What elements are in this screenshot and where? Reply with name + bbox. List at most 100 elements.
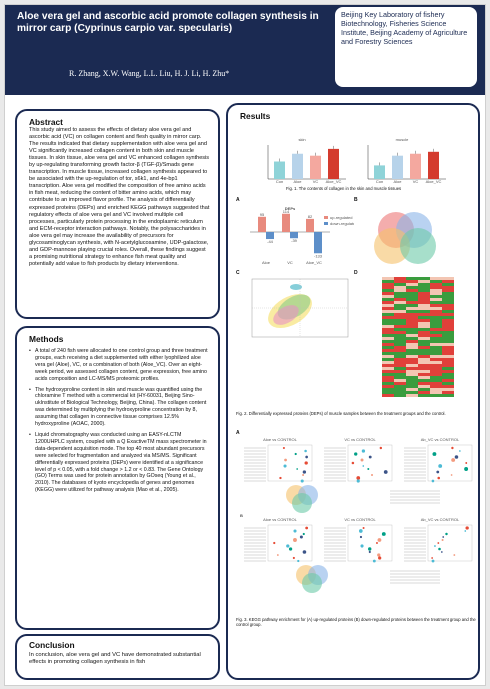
results-panel: Results skin Con Aloe VC Aloe_VC muscle Con Alo…	[226, 103, 480, 680]
fig2a-up-bar	[258, 216, 266, 232]
fig3-dot	[362, 526, 365, 530]
heatmap-cell	[442, 286, 454, 289]
fig3-caption: Fig. 3. KEGG pathway enrichment for (A) …	[236, 617, 476, 628]
fig3-dot	[453, 554, 456, 556]
heatmap-cell	[442, 379, 454, 382]
heatmap-cell	[418, 346, 430, 349]
heatmap-cell	[442, 283, 454, 286]
heatmap-cell	[382, 277, 394, 280]
heatmap-cell	[430, 367, 442, 370]
fig1-tick-label: Aloe_VC	[426, 179, 442, 184]
fig3-dot	[293, 538, 297, 542]
fig2a-category-label: Aloe	[262, 260, 271, 265]
fig1-bar	[374, 165, 385, 179]
heatmap-cell	[418, 289, 430, 292]
heatmap-cell	[382, 373, 394, 376]
heatmap-cell	[394, 394, 406, 397]
heatmap-cell	[382, 298, 394, 301]
heatmap-cell	[418, 343, 430, 346]
heatmap-cell	[430, 379, 442, 382]
heatmap-cell	[430, 295, 442, 298]
fig3-dot	[368, 547, 372, 551]
heatmap-cell	[382, 310, 394, 313]
heatmap-cell	[382, 295, 394, 298]
heatmap-cell	[418, 325, 430, 328]
heatmap-cell	[382, 304, 394, 307]
heatmap-cell	[442, 310, 454, 313]
heatmap-cell	[382, 346, 394, 349]
fig3-dot	[286, 544, 290, 548]
heatmap-cell	[394, 304, 406, 307]
fig3-dot	[292, 556, 295, 560]
heatmap-cell	[442, 304, 454, 307]
heatmap-cell	[394, 379, 406, 382]
heatmap-cell	[442, 346, 454, 349]
fig3-dot	[368, 550, 371, 554]
heatmap-cell	[442, 292, 454, 295]
heatmap-cell	[382, 385, 394, 388]
heatmap-cell	[406, 301, 418, 304]
heatmap-cell	[430, 289, 442, 292]
fig3-dot	[459, 450, 461, 452]
heatmap-cell	[430, 352, 442, 355]
heatmap-cell	[418, 316, 430, 319]
heatmap-cell	[406, 358, 418, 361]
heatmap-cell	[430, 370, 442, 373]
heatmap-cell	[418, 286, 430, 289]
heatmap-cell	[394, 280, 406, 283]
heatmap-cell	[406, 340, 418, 343]
fig3-dot	[304, 449, 307, 453]
heatmap-cell	[382, 307, 394, 310]
heatmap-cell	[442, 295, 454, 298]
fig2a-down-label: -133	[314, 253, 323, 258]
heatmap-cell	[382, 325, 394, 328]
heatmap-cell	[382, 391, 394, 394]
heatmap-cell	[382, 328, 394, 331]
heatmap-cell	[394, 286, 406, 289]
fig2-letter-b: B	[354, 197, 358, 203]
fig3-dot	[360, 458, 364, 462]
fig3-dot	[437, 542, 440, 544]
conclusion-panel: Conclusion In conclusion, aloe vera gel …	[15, 634, 220, 680]
heatmap-cell	[442, 289, 454, 292]
heatmap-cell	[394, 355, 406, 358]
fig3-dot	[383, 470, 388, 474]
fig1-tick-label: Aloe	[393, 179, 402, 184]
heatmap-cell	[406, 331, 418, 334]
poster-header: Aloe vera gel and ascorbic acid promote …	[5, 5, 485, 95]
heatmap-cell	[406, 319, 418, 322]
heatmap-cell	[394, 298, 406, 301]
heatmap-cell	[442, 376, 454, 379]
fig3-dot	[293, 529, 297, 533]
heatmap-cell	[430, 346, 442, 349]
heatmap-cell	[430, 361, 442, 364]
heatmap-cell	[406, 322, 418, 325]
heatmap-cell	[382, 367, 394, 370]
heatmap-cell	[430, 277, 442, 280]
methods-heading: Methods	[29, 334, 64, 344]
abstract-heading: Abstract	[29, 117, 63, 127]
fig3-dot	[288, 547, 293, 551]
heatmap-cell	[394, 310, 406, 313]
fig3-dot	[438, 464, 443, 468]
heatmap-cell	[382, 334, 394, 337]
heatmap-cell	[382, 352, 394, 355]
heatmap-cell	[442, 340, 454, 343]
fig2a-up-bar	[282, 213, 290, 232]
fig3-dot	[297, 559, 300, 563]
fig1-bar	[410, 153, 421, 179]
fig3-dot	[431, 559, 435, 563]
fig3-dot	[279, 476, 282, 480]
fig3-dot	[362, 465, 365, 467]
heatmap-cell	[418, 391, 430, 394]
fig3-dot	[378, 556, 382, 560]
heatmap-cell	[430, 280, 442, 283]
heatmap-cell	[394, 292, 406, 295]
heatmap-cell	[442, 361, 454, 364]
heatmap-cell	[406, 364, 418, 367]
heatmap-cell	[418, 307, 430, 310]
fig1-bar	[392, 155, 403, 179]
fig2-deps-chart: DEPs 95 -44 Aloe 114 -39 VC 82 -133 Aloe_VC up-reg…	[250, 206, 354, 265]
heatmap-cell	[418, 382, 430, 385]
fig3-dot	[465, 526, 469, 530]
